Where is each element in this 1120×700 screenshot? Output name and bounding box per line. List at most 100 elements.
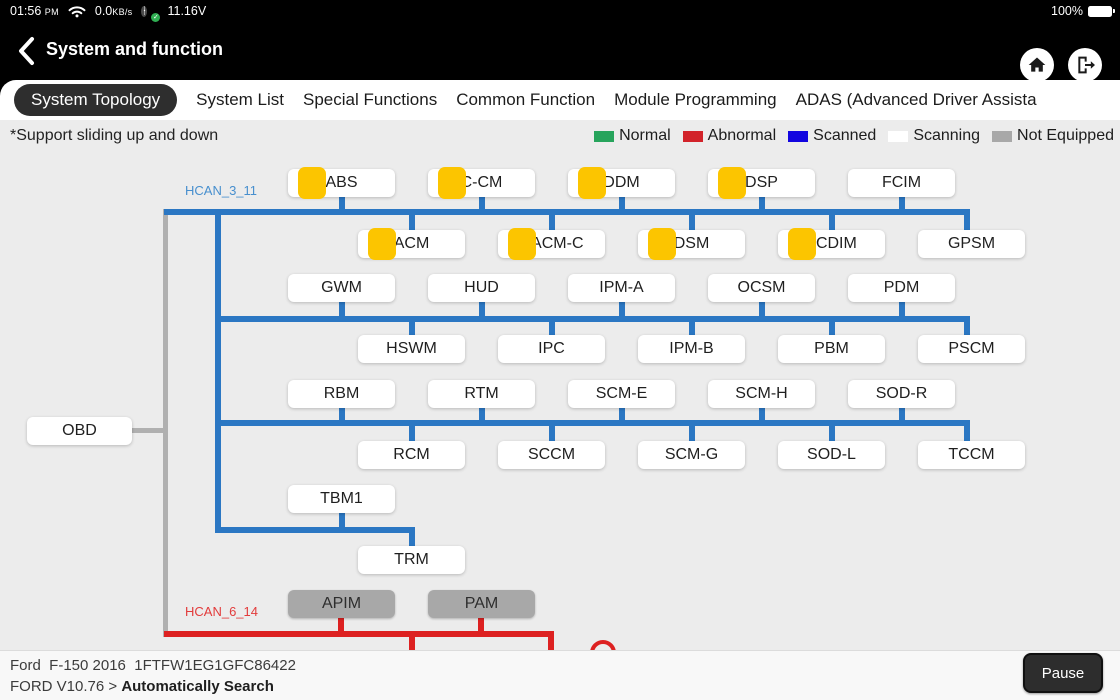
node-scm-h[interactable]: SCM-H	[708, 380, 815, 408]
node-dacm-c[interactable]: DACM-C	[498, 228, 605, 260]
node-tccm[interactable]: TCCM	[918, 441, 1025, 469]
node-label: TBM1	[320, 490, 363, 507]
home-icon	[1028, 57, 1046, 72]
node-label: ACM	[393, 235, 430, 252]
node-label: RBM	[323, 385, 360, 402]
node-ocsm[interactable]: OCSM	[708, 274, 815, 302]
legend-item-normal: Normal	[594, 127, 671, 145]
node-label: TRM	[394, 551, 429, 568]
legend-item-scanning: Scanning	[888, 127, 980, 145]
topology-line	[689, 426, 695, 441]
node-label: OBD	[62, 422, 97, 439]
legend-label: Normal	[619, 127, 671, 144]
back-button[interactable]	[16, 36, 42, 66]
node-label: PSCM	[948, 340, 995, 357]
node-label: FCDIM	[806, 235, 857, 252]
exit-button[interactable]	[1068, 48, 1102, 82]
topology-line	[479, 197, 485, 209]
bus-label-hcan-3-11: HCAN_3_11	[185, 183, 258, 198]
node-pam[interactable]: PAM	[428, 590, 535, 618]
node-sod-r[interactable]: SOD-R	[848, 380, 955, 408]
node-ipm-b[interactable]: IPM-B	[638, 335, 745, 363]
topology-line	[479, 302, 485, 316]
node-hswm[interactable]: HSWM	[358, 335, 465, 363]
tab-special-functions[interactable]: Special Functions	[303, 90, 438, 109]
pause-button[interactable]: Pause	[1023, 653, 1103, 693]
breadcrumb: FORD V10.76 > Automatically Search	[10, 678, 274, 695]
topology-line	[479, 408, 485, 420]
node-abs[interactable]: ABS	[288, 167, 395, 199]
legend-swatch-scanned	[788, 130, 809, 142]
legend-label: Not Equipped	[1017, 127, 1114, 144]
node-ipm-a[interactable]: IPM-A	[568, 274, 675, 302]
node-scm-g[interactable]: SCM-G	[638, 441, 745, 469]
tab-module-programming[interactable]: Module Programming	[614, 90, 777, 109]
topology-line	[132, 428, 163, 433]
scroll-hint: *Support sliding up and down	[10, 127, 219, 144]
node-rbm[interactable]: RBM	[288, 380, 395, 408]
node-pdm[interactable]: PDM	[848, 274, 955, 302]
legend-swatch-not-equipped	[992, 130, 1013, 142]
node-label: GWM	[321, 279, 362, 296]
node-sod-l[interactable]: SOD-L	[778, 441, 885, 469]
node-pscm[interactable]: PSCM	[918, 335, 1025, 363]
topology-line	[964, 420, 970, 443]
node-gwm[interactable]: GWM	[288, 274, 395, 302]
node-sccm[interactable]: SCCM	[498, 441, 605, 469]
wifi-icon	[68, 4, 86, 18]
node-trm[interactable]: TRM	[358, 546, 465, 574]
node-fcdim[interactable]: FCDIM	[778, 228, 885, 260]
topology-line	[218, 316, 970, 322]
legend-swatch-scanning	[888, 130, 909, 142]
node-pbm[interactable]: PBM	[778, 335, 885, 363]
exit-icon	[1078, 56, 1095, 74]
topology-line	[409, 637, 415, 650]
node-label: FCIM	[881, 174, 922, 191]
legend-swatch-abnormal	[682, 130, 703, 142]
topology-line	[899, 302, 905, 316]
tab-system-list[interactable]: System List	[196, 90, 285, 109]
topology-line	[619, 197, 625, 209]
node-tbm1[interactable]: TBM1	[288, 485, 395, 513]
topology-line	[218, 420, 970, 426]
topology-line	[829, 215, 835, 230]
node-label: PAM	[464, 595, 499, 612]
legend-label: Scanning	[913, 127, 981, 144]
topology-line	[619, 302, 625, 316]
node-ddm[interactable]: DDM	[568, 167, 675, 199]
tab-common-function[interactable]: Common Function	[456, 90, 596, 109]
node-rcm[interactable]: RCM	[358, 441, 465, 469]
home-button[interactable]	[1020, 48, 1054, 82]
scanning-active-indicator	[298, 167, 326, 199]
tab-adas-advanced-driver-assista[interactable]: ADAS (Advanced Driver Assista	[795, 90, 1037, 109]
topology-line	[409, 527, 415, 548]
node-gpsm[interactable]: GPSM	[918, 230, 1025, 258]
clock: 01:56 PM	[10, 4, 59, 18]
node-fcim[interactable]: FCIM	[848, 169, 955, 197]
node-scm-e[interactable]: SCM-E	[568, 380, 675, 408]
scanning-active-indicator	[368, 228, 396, 260]
node-c-cm[interactable]: C-CM	[428, 167, 535, 199]
topology-line	[759, 302, 765, 316]
topology-line	[759, 197, 765, 209]
node-label: GPSM	[947, 235, 996, 252]
node-obd[interactable]: OBD	[27, 417, 132, 445]
node-dsp[interactable]: DSP	[708, 167, 815, 199]
scanning-active-indicator	[578, 167, 606, 199]
tab-system-topology[interactable]: System Topology	[14, 84, 178, 116]
node-ipc[interactable]: IPC	[498, 335, 605, 363]
topology-line	[549, 215, 555, 230]
topology-line	[689, 322, 695, 335]
node-dsm[interactable]: DSM	[638, 228, 745, 260]
bus-label-hcan-6-14: HCAN_6_14	[185, 604, 258, 619]
node-acm[interactable]: ACM	[358, 228, 465, 260]
node-label: SOD-L	[807, 446, 856, 463]
node-apim[interactable]: APIM	[288, 590, 395, 618]
topology-line	[339, 408, 345, 420]
node-rtm[interactable]: RTM	[428, 380, 535, 408]
topology-line	[164, 631, 554, 637]
topology-canvas: HCAN_3_11 HCAN_6_14 ABS C-CM DDM DSP FCIM ACM…	[0, 152, 1120, 650]
scanning-spinner-icon	[590, 640, 616, 650]
node-label: SOD-R	[875, 385, 928, 402]
node-hud[interactable]: HUD	[428, 274, 535, 302]
